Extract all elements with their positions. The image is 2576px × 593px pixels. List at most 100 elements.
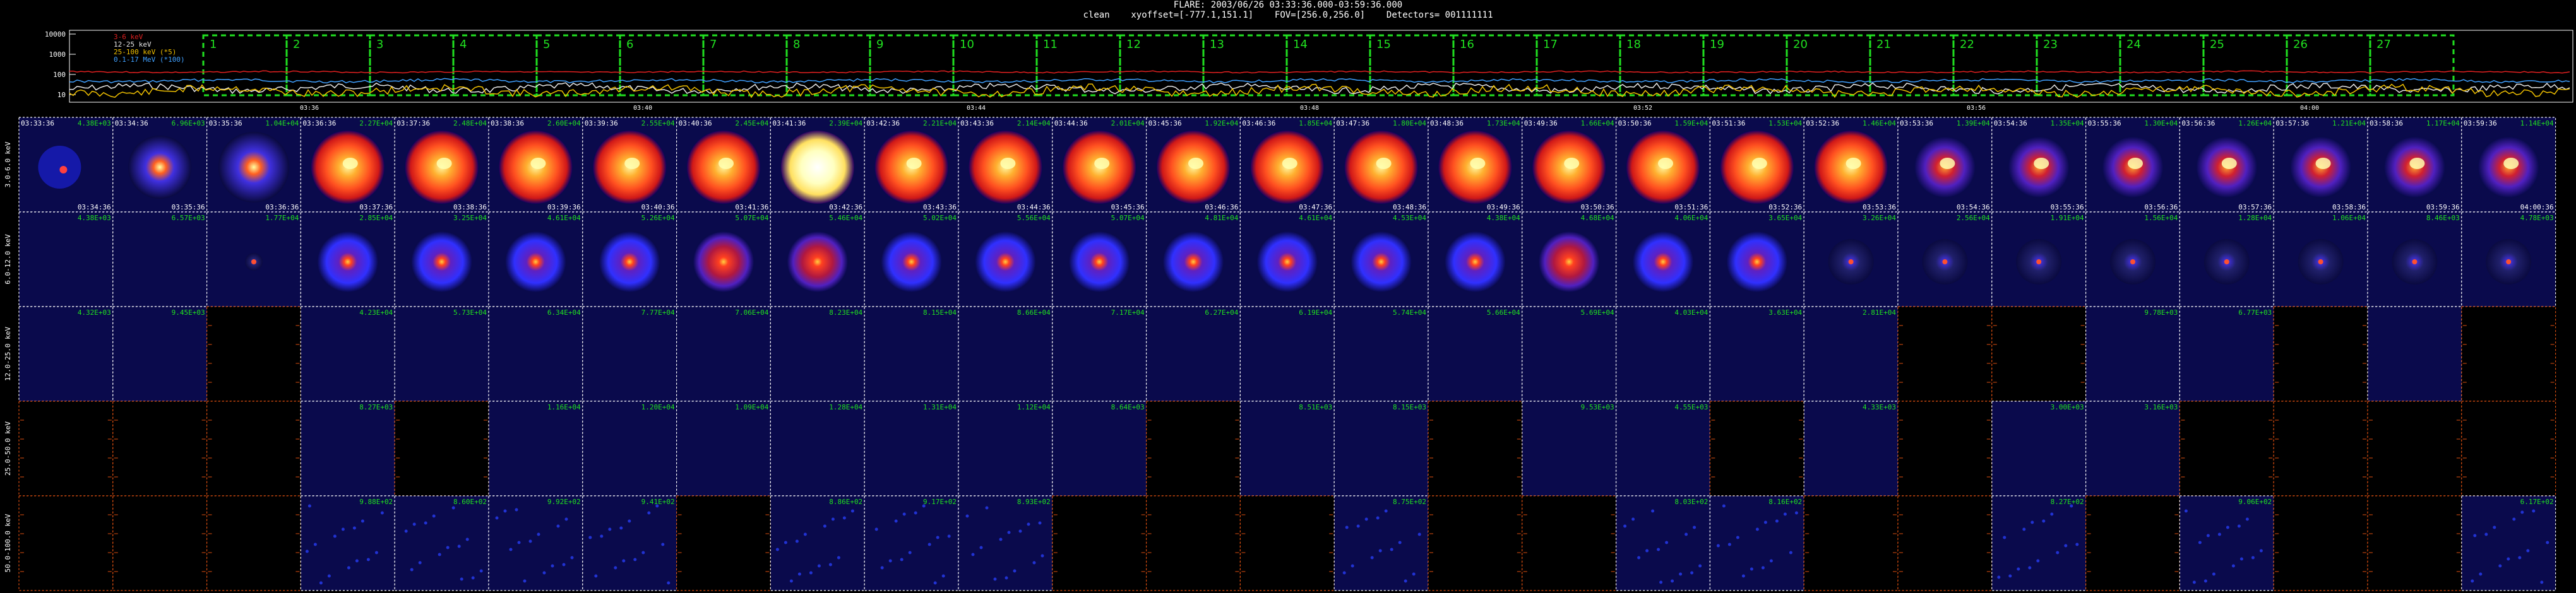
image-cell[interactable]: 9.78E+03 [2085, 306, 2181, 402]
image-cell[interactable]: 8.27E+03 [300, 401, 395, 496]
image-cell[interactable]: 9.92E+02 [488, 495, 583, 591]
image-cell[interactable] [1897, 306, 1993, 402]
image-cell[interactable] [2367, 495, 2462, 591]
image-cell[interactable] [1803, 495, 1899, 591]
image-cell[interactable]: 8.23E+04 [770, 306, 865, 402]
image-cell[interactable] [18, 401, 114, 496]
image-cell[interactable]: 7.77E+04 [582, 306, 677, 402]
image-cell[interactable]: 6.57E+03 [112, 211, 208, 307]
image-cell[interactable]: 4.23E+04 [300, 306, 395, 402]
image-cell[interactable] [1991, 306, 2087, 402]
image-cell[interactable]: 4.68E+04 [1522, 211, 1617, 307]
image-cell[interactable] [1897, 495, 1993, 591]
image-cell[interactable]: 4.03E+04 [1616, 306, 1711, 402]
image-cell[interactable] [206, 495, 302, 591]
image-cell[interactable]: 03:44:36 03:45:36 2.01E+04 [1052, 117, 1147, 213]
image-cell[interactable] [1145, 495, 1241, 591]
image-cell[interactable]: 7.17E+04 [1052, 306, 1147, 402]
image-cell[interactable]: 2.56E+04 [1897, 211, 1993, 307]
image-cell[interactable]: 4.61E+04 [1239, 211, 1335, 307]
image-cell[interactable] [2273, 495, 2368, 591]
image-cell[interactable]: 8.15E+03 [1333, 401, 1429, 496]
image-cell[interactable]: 6.17E+02 [2461, 495, 2556, 591]
image-cell[interactable]: 7.06E+04 [676, 306, 771, 402]
image-cell[interactable]: 4.32E+03 [18, 306, 114, 402]
image-cell[interactable]: 1.31E+04 [864, 401, 959, 496]
image-cell[interactable] [1239, 495, 1335, 591]
image-cell[interactable]: 2.85E+04 [300, 211, 395, 307]
image-cell[interactable]: 03:37:36 03:38:36 2.48E+04 [394, 117, 489, 213]
image-cell[interactable] [1052, 495, 1147, 591]
image-cell[interactable]: 3.63E+04 [1709, 306, 1804, 402]
image-cell[interactable]: 9.17E+02 [864, 495, 959, 591]
image-cell[interactable] [2367, 306, 2462, 402]
image-cell[interactable]: 03:39:36 03:40:36 2.55E+04 [582, 117, 677, 213]
image-cell[interactable]: 9.41E+02 [582, 495, 677, 591]
image-cell[interactable]: 8.66E+04 [958, 306, 1053, 402]
image-cell[interactable]: 03:49:36 03:50:36 1.66E+04 [1522, 117, 1617, 213]
image-cell[interactable]: 03:43:36 03:44:36 2.14E+04 [958, 117, 1053, 213]
image-cell[interactable]: 03:45:36 03:46:36 1.92E+04 [1145, 117, 1241, 213]
image-cell[interactable]: 03:35:36 03:36:36 1.04E+04 [206, 117, 302, 213]
image-cell[interactable]: 5.73E+04 [394, 306, 489, 402]
image-cell[interactable]: 5.07E+04 [676, 211, 771, 307]
image-cell[interactable]: 03:38:36 03:39:36 2.60E+04 [488, 117, 583, 213]
image-cell[interactable]: 03:55:36 03:56:36 1.30E+04 [2085, 117, 2181, 213]
image-cell[interactable]: 8.86E+02 [770, 495, 865, 591]
image-cell[interactable]: 03:42:36 03:43:36 2.21E+04 [864, 117, 959, 213]
image-cell[interactable] [112, 401, 208, 496]
image-cell[interactable]: 5.07E+04 [1052, 211, 1147, 307]
image-cell[interactable]: 5.74E+04 [1333, 306, 1429, 402]
image-cell[interactable]: 8.93E+02 [958, 495, 1053, 591]
image-cell[interactable]: 03:50:36 03:51:36 1.59E+04 [1616, 117, 1711, 213]
image-cell[interactable]: 5.46E+04 [770, 211, 865, 307]
image-cell[interactable]: 1.16E+04 [488, 401, 583, 496]
image-cell[interactable]: 4.61E+04 [488, 211, 583, 307]
image-cell[interactable] [676, 495, 771, 591]
image-cell[interactable] [394, 401, 489, 496]
image-cell[interactable] [1897, 401, 1993, 496]
image-cell[interactable]: 5.26E+04 [582, 211, 677, 307]
image-cell[interactable]: 1.28E+04 [2179, 211, 2274, 307]
image-cell[interactable]: 8.46E+03 [2367, 211, 2462, 307]
image-cell[interactable]: 03:46:36 03:47:36 1.85E+04 [1239, 117, 1335, 213]
image-cell[interactable]: 03:51:36 03:52:36 1.53E+04 [1709, 117, 1804, 213]
image-cell[interactable]: 4.53E+04 [1333, 211, 1429, 307]
image-cell[interactable]: 03:33:36 03:34:36 4.38E+03 [18, 117, 114, 213]
image-cell[interactable]: 8.15E+04 [864, 306, 959, 402]
image-cell[interactable]: 4.81E+04 [1145, 211, 1241, 307]
image-cell[interactable]: 1.28E+04 [770, 401, 865, 496]
image-cell[interactable]: 5.66E+04 [1428, 306, 1523, 402]
image-cell[interactable]: 5.69E+04 [1522, 306, 1617, 402]
image-cell[interactable]: 4.38E+04 [1428, 211, 1523, 307]
image-cell[interactable]: 4.38E+03 [18, 211, 114, 307]
image-cell[interactable]: 3.25E+04 [394, 211, 489, 307]
image-cell[interactable]: 03:40:36 03:41:36 2.45E+04 [676, 117, 771, 213]
image-cell[interactable]: 1.56E+04 [2085, 211, 2181, 307]
image-cell[interactable]: 8.16E+02 [1709, 495, 1804, 591]
image-cell[interactable]: 1.91E+04 [1991, 211, 2087, 307]
image-cell[interactable]: 03:59:36 04:00:36 1.14E+04 [2461, 117, 2556, 213]
image-cell[interactable]: 03:34:36 03:35:36 6.96E+03 [112, 117, 208, 213]
image-cell[interactable]: 3.26E+04 [1803, 211, 1899, 307]
image-cell[interactable] [206, 401, 302, 496]
image-cell[interactable]: 03:56:36 03:57:36 1.26E+04 [2179, 117, 2274, 213]
image-cell[interactable]: 4.78E+03 [2461, 211, 2556, 307]
image-cell[interactable]: 03:54:36 03:55:36 1.35E+04 [1991, 117, 2087, 213]
image-cell[interactable]: 6.77E+03 [2179, 306, 2274, 402]
image-cell[interactable]: 9.06E+02 [2179, 495, 2274, 591]
image-cell[interactable] [112, 495, 208, 591]
image-cell[interactable]: 3.16E+03 [2085, 401, 2181, 496]
image-cell[interactable] [2367, 401, 2462, 496]
image-cell[interactable] [2273, 401, 2368, 496]
image-cell[interactable]: 8.03E+02 [1616, 495, 1711, 591]
image-cell[interactable]: 6.19E+04 [1239, 306, 1335, 402]
image-cell[interactable] [2179, 401, 2274, 496]
image-cell[interactable]: 3.65E+04 [1709, 211, 1804, 307]
image-cell[interactable] [1145, 401, 1241, 496]
image-cell[interactable]: 5.56E+04 [958, 211, 1053, 307]
image-cell[interactable]: 03:52:36 03:53:36 1.46E+04 [1803, 117, 1899, 213]
image-cell[interactable]: 9.45E+03 [112, 306, 208, 402]
image-cell[interactable]: 1.06E+04 [2273, 211, 2368, 307]
image-cell[interactable]: 03:57:36 03:58:36 1.21E+04 [2273, 117, 2368, 213]
